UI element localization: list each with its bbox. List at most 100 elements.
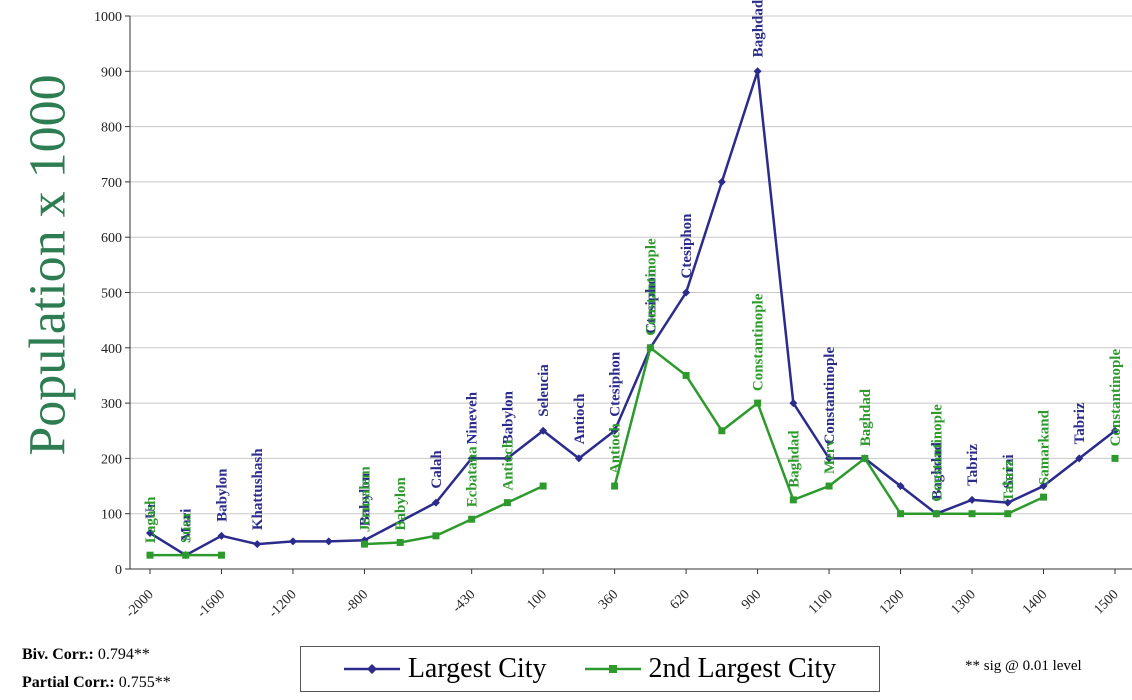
city-label-largest: Ctesiphon — [608, 351, 624, 417]
x-tick-label: 1500 — [1091, 587, 1121, 617]
y-tick-label: 100 — [101, 508, 122, 523]
data-point — [968, 510, 976, 518]
data-point — [574, 454, 583, 463]
data-point — [646, 344, 654, 352]
data-point — [1075, 454, 1084, 463]
y-tick-label: 600 — [101, 231, 122, 246]
y-axis-label: Population x 1000 — [19, 74, 77, 456]
data-point — [754, 399, 762, 407]
data-point — [288, 537, 297, 546]
city-label-second: Constantinople — [643, 238, 659, 336]
data-point — [1039, 482, 1048, 491]
city-label-second: Ecbatana — [465, 446, 481, 507]
y-tick-label: 1000 — [94, 10, 122, 25]
data-point — [539, 426, 548, 435]
data-point — [1111, 454, 1119, 462]
data-point — [146, 551, 154, 559]
data-point — [539, 482, 547, 490]
city-label-largest: Ur — [143, 501, 159, 519]
data-point — [789, 496, 797, 504]
y-tick-label: 0 — [115, 563, 122, 578]
city-label-second: Constantinople — [929, 404, 945, 502]
biv-corr-value: 0.794** — [97, 646, 150, 663]
city-label-second: Jerusalem — [357, 466, 373, 532]
x-tick-label: 900 — [739, 587, 764, 612]
city-label-second: Samarkand — [1037, 409, 1053, 485]
biv-corr-label: Biv. Corr.: — [22, 646, 94, 663]
legend-item-largest: Largest City — [343, 653, 547, 685]
city-label-second: Baghdad — [858, 388, 874, 446]
city-label-largest: Seleucia — [536, 364, 552, 417]
city-label-second: Lagash — [143, 496, 159, 543]
city-label-second: Babylon — [393, 476, 409, 530]
data-point — [968, 495, 977, 504]
x-tick-label: -800 — [343, 587, 372, 616]
data-point — [146, 529, 154, 538]
y-tick-label: 700 — [101, 176, 122, 191]
city-label-second: Constantinople — [751, 293, 767, 391]
data-point — [396, 538, 404, 546]
city-label-largest: Tabriz — [1072, 402, 1088, 444]
data-point — [897, 510, 905, 518]
legend: Largest City 2nd Largest City — [300, 646, 880, 692]
city-label-largest: Baghdad — [751, 0, 767, 57]
city-label-largest: Antioch — [572, 393, 588, 444]
data-point — [432, 532, 440, 540]
city-label-largest: Nineveh — [465, 391, 481, 444]
partial-corr-label: Partial Corr.: — [22, 674, 115, 691]
x-tick-label: -430 — [450, 587, 479, 616]
data-point — [682, 371, 690, 379]
data-point — [253, 540, 262, 549]
city-label-largest: Ctesiphon — [679, 213, 695, 279]
city-label-largest: Ctesiphon — [643, 268, 659, 334]
data-point — [753, 67, 762, 76]
city-label-largest: Mari — [179, 509, 195, 541]
y-tick-label: 800 — [101, 121, 122, 136]
city-label-second: Susa — [179, 513, 195, 544]
data-point — [1004, 510, 1012, 518]
legend-label-second: 2nd Largest City — [648, 653, 837, 684]
data-point — [1040, 493, 1048, 501]
city-label-largest: Khattushash — [250, 448, 266, 530]
legend-line-largest-icon — [343, 664, 400, 674]
partial-correlation: Partial Corr.: 0.755** — [22, 674, 171, 692]
data-point — [682, 288, 691, 297]
data-point — [217, 551, 225, 559]
data-point — [825, 454, 834, 463]
x-tick-label: 1300 — [948, 587, 978, 617]
legend-item-second: 2nd Largest City — [584, 653, 837, 685]
data-point — [360, 540, 368, 548]
city-label-largest: Constantinople — [822, 347, 838, 445]
city-label-second: Merv — [822, 439, 838, 474]
data-point — [861, 454, 869, 462]
data-point — [825, 482, 833, 490]
bivariate-correlation: Biv. Corr.: 0.794** — [22, 646, 150, 664]
city-label-largest: Calah — [429, 450, 445, 489]
data-point — [217, 531, 226, 540]
data-point — [1111, 426, 1119, 435]
city-label-second: Antioch — [500, 439, 516, 490]
y-tick-label: 500 — [101, 287, 122, 302]
city-label-largest: Babylon — [357, 472, 373, 526]
data-point — [467, 454, 476, 463]
y-tick-label: 900 — [101, 65, 122, 80]
x-tick-label: -2000 — [123, 587, 157, 621]
city-label-largest: Babylon — [214, 468, 230, 522]
x-tick-label: -1600 — [195, 587, 229, 621]
significance-footnote: ** sig @ 0.01 level — [965, 658, 1082, 674]
data-point — [503, 499, 511, 507]
data-point — [896, 482, 905, 491]
data-point — [503, 454, 512, 463]
data-point — [932, 510, 940, 518]
x-tick-label: 620 — [667, 587, 692, 612]
city-label-largest: Baghdad — [929, 442, 945, 500]
y-tick-label: 200 — [101, 452, 122, 467]
legend-line-second-icon — [584, 665, 641, 673]
data-point — [1003, 498, 1012, 507]
x-tick-label: 1400 — [1020, 587, 1050, 617]
x-tick-label: 360 — [596, 587, 621, 612]
data-point — [182, 551, 190, 559]
city-label-second: Baghdad — [786, 430, 802, 488]
city-label-second: Constantinople — [1108, 349, 1124, 447]
data-point — [611, 482, 619, 490]
